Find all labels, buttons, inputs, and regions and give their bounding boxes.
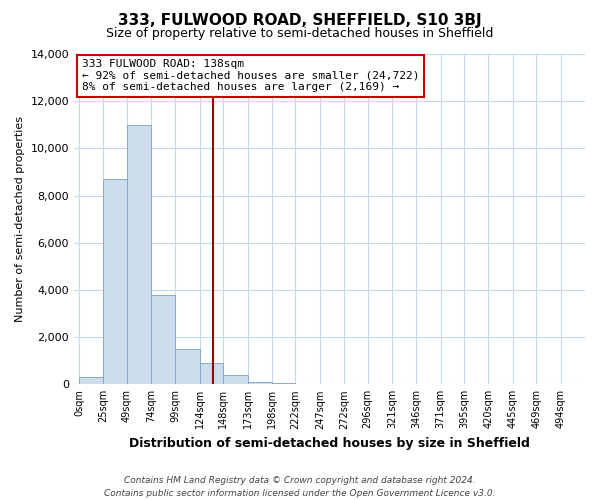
Text: Size of property relative to semi-detached houses in Sheffield: Size of property relative to semi-detach… [106,28,494,40]
Bar [127,125,151,384]
Text: 333 FULWOOD ROAD: 138sqm
← 92% of semi-detached houses are smaller (24,722)
8% o: 333 FULWOOD ROAD: 138sqm ← 92% of semi-d… [82,59,419,92]
Bar [223,375,248,384]
Bar [151,294,175,384]
Bar [200,363,223,384]
Y-axis label: Number of semi-detached properties: Number of semi-detached properties [15,116,25,322]
Text: 333, FULWOOD ROAD, SHEFFIELD, S10 3BJ: 333, FULWOOD ROAD, SHEFFIELD, S10 3BJ [118,12,482,28]
Bar [248,382,272,384]
Text: Contains HM Land Registry data © Crown copyright and database right 2024.
Contai: Contains HM Land Registry data © Crown c… [104,476,496,498]
Bar [175,349,200,384]
Bar [103,179,127,384]
Bar [272,383,295,384]
X-axis label: Distribution of semi-detached houses by size in Sheffield: Distribution of semi-detached houses by … [129,437,530,450]
Bar [79,377,103,384]
